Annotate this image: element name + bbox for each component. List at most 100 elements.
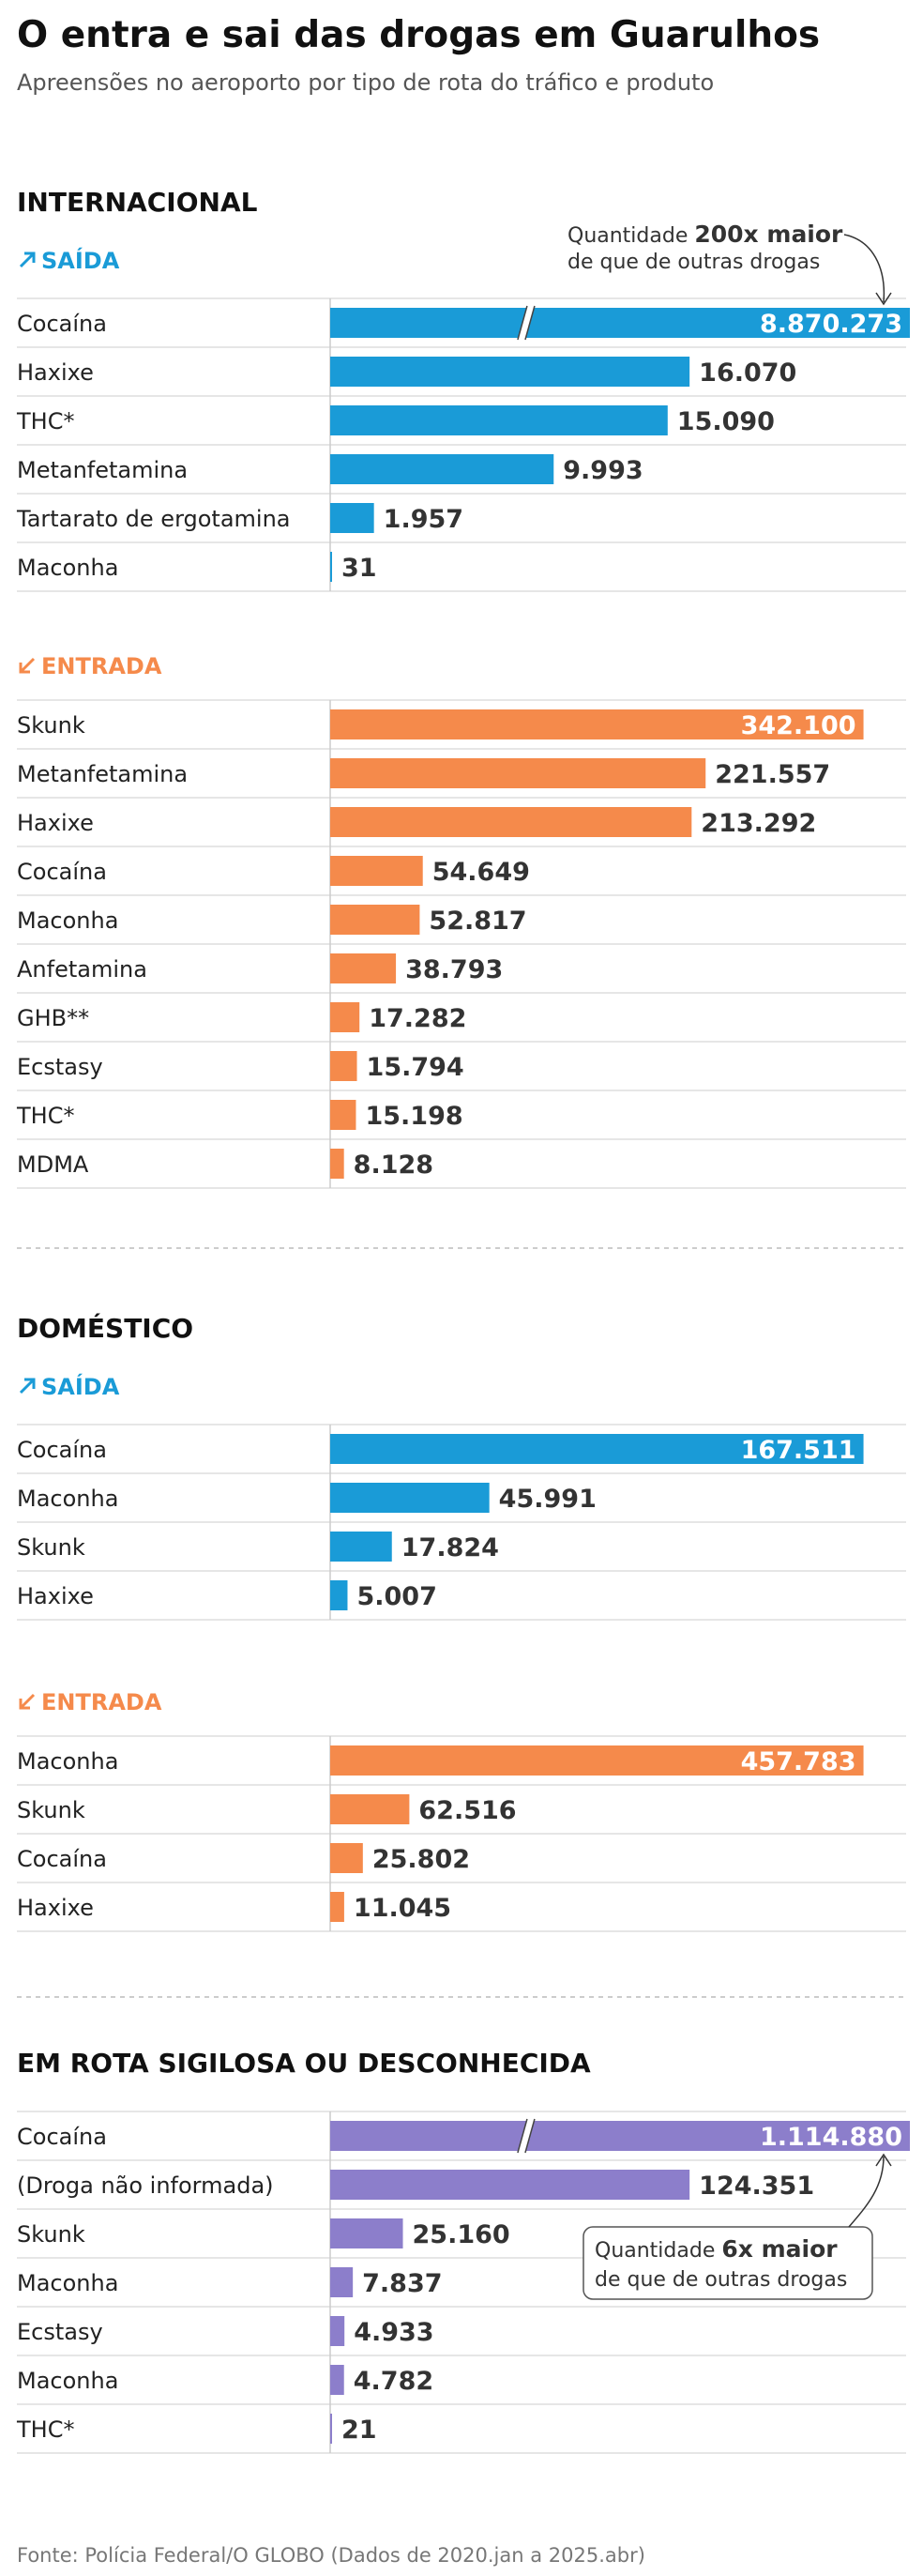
category-label: Haxixe [17,359,94,386]
annotation-arrowhead [875,2153,892,2167]
data-label: 15.794 [367,1053,464,1082]
category-label: Maconha [17,2270,118,2296]
data-label: 457.783 [741,1747,856,1776]
axis-break-icon [517,2118,536,2154]
annotation-bold: 6x maior [721,2235,838,2263]
category-label: Metanfetamina [17,457,188,483]
data-label: 8.128 [354,1151,433,1180]
category-label: Skunk [17,712,85,739]
data-label: 4.933 [354,2318,433,2347]
data-label: 4.782 [354,2367,433,2396]
annotation-arrowhead [875,292,892,306]
arrow-down-left-icon [19,657,36,674]
category-label: Ecstasy [17,2319,103,2345]
bar [330,1794,410,1824]
bar [330,405,668,435]
bar [330,1434,864,1464]
category-label: Ecstasy [17,1054,103,1080]
section-title: EM ROTA SIGILOSA OU DESCONHECIDA [17,2048,591,2079]
category-label: Skunk [17,1534,85,1561]
arrow-shaft [19,252,36,268]
bar [330,1843,363,1873]
bar [330,856,423,886]
data-label: 54.649 [432,858,530,887]
category-label: Maconha [17,2368,118,2394]
data-label: 25.160 [413,2220,510,2249]
data-label: 11.045 [354,1894,451,1923]
data-label: 15.198 [365,1102,462,1131]
bar [330,2170,690,2200]
data-label: 124.351 [699,2172,814,2201]
category-label: Cocaína [17,2124,107,2150]
bar [330,1532,392,1562]
group-title: ENTRADA [41,653,162,679]
category-label: THC* [16,2416,74,2443]
annotation-arrow [843,234,885,303]
arrow-head [24,1378,36,1389]
arrow-down-left-icon [19,1693,36,1710]
bar [330,503,374,533]
bar [330,357,690,387]
bar [330,2414,332,2444]
arrow-up-right-icon [19,252,36,268]
data-label: 62.516 [418,1796,516,1825]
category-label: Haxixe [17,1895,94,1921]
annotation-prefix: Quantidade [595,2239,721,2263]
annotation-text-line2: de que de outras drogas [567,251,820,274]
bar [330,807,692,837]
category-label: Maconha [17,1748,118,1775]
category-label: Cocaína [17,859,107,885]
category-label: Maconha [17,555,118,581]
axis-break-icon [517,305,536,341]
category-label: Haxixe [17,1583,94,1609]
category-label: Cocaína [17,1437,107,1463]
category-label: Cocaína [17,1846,107,1872]
section-title: INTERNACIONAL [17,187,258,218]
bar [330,1002,360,1032]
category-label: (Droga não informada) [17,2172,274,2199]
arrow-head [19,1699,30,1710]
bar [330,1051,357,1081]
bar [330,2218,403,2248]
annotation-text-line2: de que de outras drogas [595,2268,847,2292]
bar [330,552,332,582]
chart-subtitle: Apreensões no aeroporto por tipo de rota… [17,69,714,96]
category-label: Maconha [17,1486,118,1512]
bar [330,308,910,338]
bar [330,1100,356,1130]
annotation-bold: 200x maior [694,221,843,248]
data-label: 16.070 [699,358,796,388]
data-label: 25.802 [372,1845,470,1874]
data-label: 342.100 [741,711,856,740]
bar [330,709,864,739]
bar [330,1149,344,1179]
annotation-text: Quantidade 6x maior [595,2235,838,2263]
data-label: 17.824 [401,1533,499,1562]
bar [330,905,420,935]
break-gap [517,306,535,340]
data-label: 52.817 [429,907,526,936]
chart-title: O entra e sai das drogas em Guarulhos [17,14,820,56]
bar [330,454,554,484]
data-label: 9.993 [563,456,643,485]
plot-area: INTERNACIONAL SAÍDA Cocaína 8.870.273 Haxixe… [16,187,910,2454]
arrow-shaft [19,1693,36,1710]
group-title: SAÍDA [41,247,120,274]
break-line [524,305,536,341]
data-label: 7.837 [362,2269,442,2298]
bar [330,1892,344,1922]
data-label: 38.793 [405,955,503,984]
annotation-box [583,2226,873,2300]
bar [330,758,706,788]
bar [330,953,397,983]
data-label: 221.557 [715,760,830,789]
data-label: 1.114.880 [760,2123,902,2152]
category-label: Anfetamina [17,956,147,983]
data-label: 21 [341,2416,377,2445]
data-label: 5.007 [356,1582,436,1611]
category-label: Cocaína [17,311,107,337]
source-note: Fonte: Polícia Federal/O GLOBO (Dados de… [17,2544,645,2567]
bar [330,2365,344,2395]
arrow-up-right-icon [19,1378,36,1395]
